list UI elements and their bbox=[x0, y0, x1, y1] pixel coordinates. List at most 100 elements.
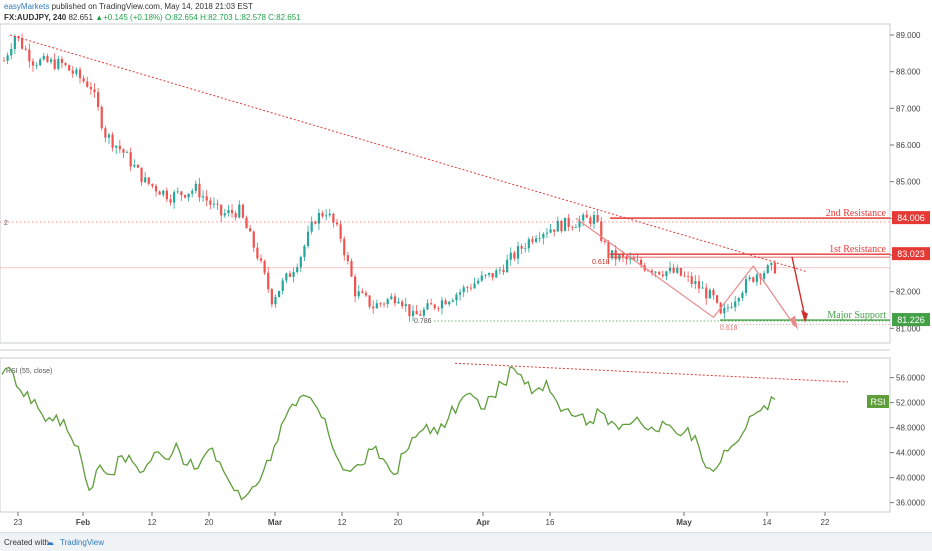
time-axis-label: 20 bbox=[394, 518, 403, 527]
level-label: Major Support bbox=[827, 310, 886, 321]
candle-body bbox=[57, 58, 60, 69]
candle-body bbox=[524, 248, 527, 250]
time-axis-label: 12 bbox=[338, 518, 347, 527]
candle-body bbox=[534, 238, 538, 242]
candle-body bbox=[115, 145, 118, 148]
candle-body bbox=[560, 220, 563, 232]
candle-body bbox=[314, 221, 317, 224]
candle-body bbox=[589, 217, 592, 224]
chart-canvas[interactable]: 89.00088.00087.00086.00085.00084.00083.0… bbox=[0, 0, 932, 532]
time-axis-label: 20 bbox=[205, 518, 214, 527]
ohlc-values: O:82.654 H:82.703 L:82.578 C:82.651 bbox=[164, 13, 301, 22]
candle-body bbox=[469, 287, 473, 289]
candle-body bbox=[440, 300, 444, 309]
candle-body bbox=[585, 214, 588, 218]
time-axis-label: Apr bbox=[476, 518, 490, 527]
candle-body bbox=[147, 177, 150, 184]
candle-body bbox=[730, 307, 733, 308]
candle-body bbox=[252, 231, 255, 248]
time-axis-label: May bbox=[676, 518, 692, 527]
candle-body bbox=[687, 275, 690, 277]
candle-body bbox=[563, 217, 567, 232]
candle-body bbox=[679, 268, 682, 276]
time-axis-label: 14 bbox=[763, 518, 772, 527]
candle-body bbox=[31, 61, 35, 66]
candle-body bbox=[343, 238, 346, 256]
candle-body bbox=[162, 190, 165, 195]
candle-body bbox=[639, 259, 643, 266]
target-arrow bbox=[791, 256, 806, 318]
candle-body bbox=[574, 227, 578, 229]
candle-body bbox=[596, 215, 599, 222]
candle-body bbox=[451, 300, 454, 302]
candle-body bbox=[676, 268, 679, 273]
candle-body bbox=[42, 55, 45, 60]
candle-body bbox=[198, 183, 201, 198]
tradingview-logo-icon[interactable]: ☁ bbox=[46, 538, 54, 547]
candle-body bbox=[458, 292, 462, 295]
publisher-line: easyMarkets published on TradingView.com… bbox=[4, 2, 253, 11]
up-triangle-icon: ▲ bbox=[95, 13, 104, 22]
candle-body bbox=[270, 289, 273, 305]
tradingview-brand[interactable]: TradingView bbox=[60, 538, 105, 547]
candle-body bbox=[2, 60, 6, 62]
candle-body bbox=[614, 250, 617, 260]
candle-body bbox=[484, 274, 487, 276]
candle-body bbox=[35, 65, 38, 66]
rsi-axis-label: 44.0000 bbox=[896, 449, 925, 458]
time-axis-label: 12 bbox=[148, 518, 157, 527]
candle-body bbox=[701, 287, 704, 289]
publisher-brand[interactable]: easyMarkets bbox=[4, 2, 50, 11]
candle-body bbox=[408, 304, 411, 317]
candle-body bbox=[495, 270, 498, 278]
candle-body bbox=[339, 224, 342, 239]
time-axis-label: Mar bbox=[268, 518, 282, 527]
candle-body bbox=[100, 106, 103, 129]
candle-body bbox=[513, 252, 516, 259]
rsi-line bbox=[1, 366, 776, 501]
candle-body bbox=[636, 259, 639, 261]
candle-body bbox=[354, 276, 357, 297]
projection-path bbox=[575, 217, 796, 327]
candle-body bbox=[296, 267, 299, 273]
candle-body bbox=[281, 280, 284, 291]
price-trendline bbox=[9, 34, 807, 272]
candle-body bbox=[737, 298, 740, 302]
candle-body bbox=[71, 70, 74, 74]
candle-body bbox=[603, 240, 606, 243]
candle-body bbox=[741, 292, 744, 299]
created-with-label: Created with bbox=[4, 538, 49, 547]
publish-info: published on TradingView.com, May 14, 20… bbox=[51, 2, 253, 11]
candle-body bbox=[325, 215, 328, 217]
candle-body bbox=[629, 258, 632, 260]
candle-body bbox=[545, 232, 549, 234]
candle-body bbox=[169, 199, 172, 203]
candle-body bbox=[419, 314, 422, 316]
candle-body bbox=[346, 255, 349, 262]
candle-body bbox=[180, 191, 183, 195]
candle-body bbox=[176, 191, 179, 193]
price-axis-label: 85.000 bbox=[896, 178, 921, 187]
candle-body bbox=[708, 289, 711, 299]
price-change: +0.145 (+0.18%) bbox=[103, 13, 163, 22]
candle-body bbox=[364, 292, 368, 296]
candle-body bbox=[375, 303, 378, 309]
candle-body bbox=[625, 256, 628, 260]
level-price-tag bbox=[892, 211, 930, 225]
candle-body bbox=[292, 272, 295, 277]
current-price: 82.651 bbox=[68, 13, 93, 22]
level-label: 2nd Resistance bbox=[826, 208, 887, 219]
candle-body bbox=[104, 128, 107, 138]
candle-body bbox=[430, 303, 433, 305]
candle-body bbox=[46, 55, 49, 62]
candle-body bbox=[68, 65, 71, 71]
candle-body bbox=[571, 226, 574, 228]
candle-body bbox=[328, 213, 331, 216]
candle-body bbox=[288, 273, 292, 277]
candle-body bbox=[64, 63, 67, 66]
projection-arrowhead bbox=[790, 315, 798, 331]
time-axis-label: 16 bbox=[546, 518, 555, 527]
candle-body bbox=[480, 275, 483, 281]
candle-body bbox=[151, 183, 154, 187]
price-axis-label: 89.000 bbox=[896, 31, 921, 40]
